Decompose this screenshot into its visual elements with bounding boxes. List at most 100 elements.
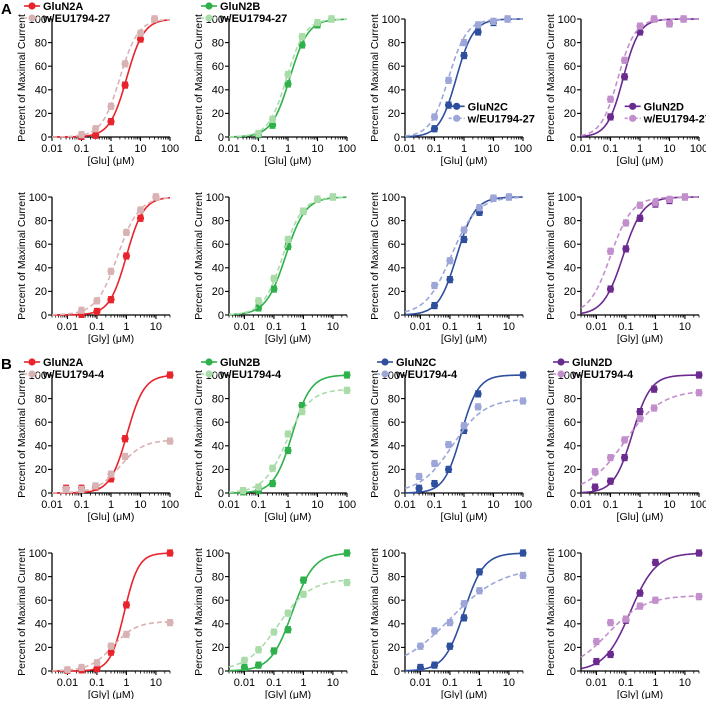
y-tick-label: 80 (564, 37, 576, 49)
y-tick-label: 20 (564, 108, 576, 120)
x-axis-label: [Glu] (μM) (88, 155, 135, 167)
y-tick-label: 0 (394, 132, 400, 144)
x-tick-label: 100 (514, 143, 532, 155)
y-tick-label: 60 (35, 239, 47, 251)
x-tick-label: 1 (461, 143, 467, 155)
data-point (254, 297, 263, 305)
x-tick-label: 0.01 (234, 677, 255, 689)
fit-curve-dashed (404, 398, 524, 490)
data-point (622, 615, 630, 623)
y-axis-label: Percent of Maximal Current (193, 370, 205, 498)
x-axis-label: [Glu] (μM) (265, 155, 312, 167)
y-tick-label: 60 (35, 417, 47, 429)
data-point (444, 465, 453, 473)
x-tick-label: 1 (652, 677, 658, 689)
data-point (299, 207, 308, 215)
data-point (650, 385, 658, 393)
y-tick-label: 60 (388, 595, 400, 607)
y-tick-label: 100 (206, 548, 224, 560)
data-point (591, 468, 599, 476)
fit-curve-dashed (580, 595, 700, 658)
y-tick-label: 0 (394, 310, 400, 322)
legend-label: w/EU1794-4 (395, 369, 458, 381)
x-tick-label: 1 (461, 499, 467, 511)
legend-label: w/EU1794-27 (219, 13, 287, 25)
data-point (651, 596, 660, 604)
y-tick-label: 60 (35, 61, 47, 73)
y-tick-label: 80 (564, 215, 576, 227)
data-point (93, 659, 101, 667)
x-tick-label: 1 (300, 321, 306, 333)
data-point (121, 60, 129, 68)
legend-item: w/EU1794-27 (448, 113, 535, 125)
data-point (121, 452, 129, 461)
y-tick-label: 60 (388, 239, 400, 251)
y-tick-label: 80 (212, 393, 224, 405)
legend-label: GluN2C (468, 101, 508, 113)
y-tick-label: 0 (394, 488, 400, 500)
x-tick-label: 10 (327, 677, 339, 689)
legend-marker (453, 114, 461, 122)
x-tick-label: 0.01 (586, 677, 607, 689)
x-tick-label: 0.1 (266, 677, 281, 689)
data-point (298, 407, 306, 416)
x-tick-label: 1 (637, 143, 643, 155)
y-tick-label: 20 (564, 642, 576, 654)
x-tick-label: 10 (679, 677, 691, 689)
data-point (606, 247, 615, 255)
x-tick-label: 0.1 (427, 143, 442, 155)
legend-marker (557, 370, 565, 378)
data-point (62, 485, 70, 494)
data-point (446, 257, 454, 265)
data-point (636, 28, 644, 36)
legend-label: w/EU1794-27 (643, 113, 706, 125)
data-point (650, 15, 658, 23)
data-point (122, 601, 131, 609)
y-tick-label: 40 (212, 619, 224, 631)
data-point (460, 51, 468, 60)
y-tick-label: 60 (212, 595, 224, 607)
x-axis-label: [Glu] (μM) (617, 155, 664, 167)
data-point (636, 214, 644, 222)
data-point (636, 415, 644, 423)
x-tick-label: 0.01 (410, 677, 431, 689)
y-tick-label: 20 (564, 286, 576, 298)
y-axis-label: Percent of Maximal Current (369, 548, 381, 676)
data-point (460, 39, 468, 47)
legend-item: GluN2A (24, 357, 83, 369)
fit-curve-dashed (404, 196, 524, 313)
y-tick-label: 0 (394, 666, 400, 678)
x-tick-label: 10 (134, 499, 146, 511)
data-point (446, 642, 454, 650)
data-point (650, 404, 658, 412)
data-point (240, 663, 249, 672)
data-point (77, 485, 86, 494)
x-axis-label: [Gly] (μM) (265, 333, 311, 345)
y-tick-label: 100 (558, 14, 576, 26)
data-point (430, 479, 439, 488)
data-point (107, 267, 115, 275)
y-tick-label: 60 (35, 595, 47, 607)
y-tick-label: 40 (212, 263, 224, 275)
x-tick-label: 0.01 (41, 499, 62, 511)
x-tick-label: 1 (476, 677, 482, 689)
data-point (665, 20, 674, 28)
data-point (166, 549, 174, 557)
y-tick-label: 40 (564, 85, 576, 97)
x-tick-label: 100 (161, 143, 179, 155)
legend-marker (205, 14, 213, 22)
data-point (665, 195, 674, 203)
legend-marker (205, 370, 213, 378)
y-tick-label: 100 (382, 14, 400, 26)
x-tick-label: 100 (690, 143, 706, 155)
y-axis-label: Percent of Maximal Current (369, 370, 381, 498)
y-tick-label: 40 (35, 85, 47, 97)
chart-panel: 0 20 40 60 80 100 0.01 0.1 1 10 [Gly] (μM) Percent … (369, 192, 524, 345)
x-tick-label: 10 (311, 499, 323, 511)
y-tick-label: 40 (388, 85, 400, 97)
x-tick-label: 0.01 (394, 499, 415, 511)
y-tick-label: 20 (564, 464, 576, 476)
data-point (327, 15, 336, 23)
chart-panel: 0 20 40 60 80 100 0.01 0.1 1 10 [Gly] (μM) Percent … (16, 548, 174, 701)
